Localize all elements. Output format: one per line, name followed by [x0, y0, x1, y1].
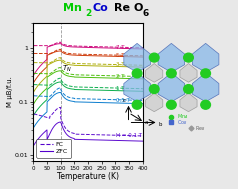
Text: 7 T: 7 T — [116, 45, 125, 50]
Text: Co: Co — [93, 3, 109, 13]
Circle shape — [167, 69, 176, 78]
Circle shape — [132, 100, 142, 109]
Legend: FC, ZFC: FC, ZFC — [36, 139, 71, 157]
Circle shape — [149, 85, 159, 94]
Polygon shape — [146, 93, 163, 112]
Polygon shape — [158, 73, 185, 102]
Text: Re$_B$: Re$_B$ — [195, 124, 205, 133]
Text: b: b — [159, 122, 162, 127]
Polygon shape — [180, 93, 197, 112]
Polygon shape — [124, 73, 150, 102]
Circle shape — [184, 53, 193, 62]
Text: c: c — [123, 98, 126, 103]
Circle shape — [201, 100, 210, 109]
Polygon shape — [124, 43, 150, 72]
Circle shape — [167, 100, 176, 109]
Text: 5 T: 5 T — [116, 53, 125, 58]
Text: 0.5 T: 0.5 T — [116, 98, 130, 103]
Text: O: O — [133, 3, 143, 13]
Text: 6: 6 — [142, 9, 148, 18]
Polygon shape — [180, 64, 197, 82]
Circle shape — [201, 69, 210, 78]
Text: Mn$_A$: Mn$_A$ — [177, 112, 188, 121]
Polygon shape — [146, 64, 163, 82]
Polygon shape — [158, 43, 185, 72]
Text: Co$_B$: Co$_B$ — [177, 118, 187, 127]
Circle shape — [132, 69, 142, 78]
Text: H = 0.1 T: H = 0.1 T — [116, 133, 142, 138]
Text: $T_N$: $T_N$ — [62, 63, 72, 74]
Text: 3 T: 3 T — [116, 62, 125, 67]
Text: a: a — [145, 120, 149, 125]
Text: 2 T: 2 T — [116, 74, 125, 79]
Text: Re: Re — [114, 3, 130, 13]
Polygon shape — [192, 43, 219, 72]
Polygon shape — [192, 73, 219, 102]
Text: Mn: Mn — [63, 3, 82, 13]
X-axis label: Temperature (K): Temperature (K) — [57, 172, 119, 181]
Text: 2: 2 — [86, 9, 92, 18]
Y-axis label: M μB/f.u.: M μB/f.u. — [7, 76, 13, 107]
Circle shape — [149, 53, 159, 62]
Text: 1 T: 1 T — [116, 86, 125, 91]
Circle shape — [184, 85, 193, 94]
